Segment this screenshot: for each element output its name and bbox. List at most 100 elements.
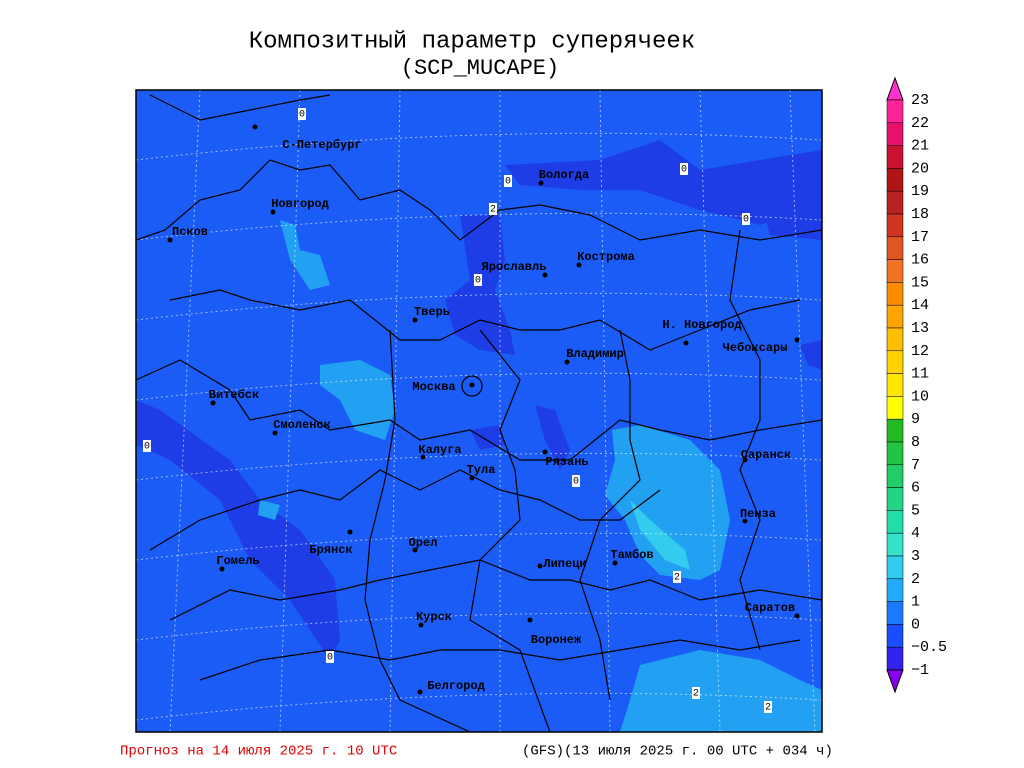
colorbar-label: −1 (911, 662, 929, 679)
city-dot (742, 457, 748, 463)
contour-label: 2 (765, 703, 771, 714)
contour-label-box (298, 108, 306, 120)
colorbar-segment (886, 145, 904, 169)
colorbar-label: 19 (911, 183, 929, 200)
colorbar-segment (886, 646, 904, 671)
colorbar-cap (886, 76, 904, 101)
high-region (320, 360, 395, 440)
city-dot (210, 400, 216, 406)
city-label: Саратов (745, 601, 795, 615)
contour-label: 2 (490, 205, 496, 216)
city-dot (272, 430, 278, 436)
contour-label: 0 (299, 110, 305, 121)
colorbar-label: 8 (911, 434, 920, 451)
colorbar-segment (886, 464, 904, 488)
colorbar-segment (886, 578, 904, 602)
colorbar-segment (886, 441, 904, 466)
colorbar-label: 12 (911, 343, 929, 360)
colorbar-segment (886, 236, 904, 260)
colorbar-label: 2 (911, 571, 920, 588)
colorbar-segment (886, 555, 904, 580)
contour-label: 0 (475, 276, 481, 287)
city-dot (576, 262, 582, 268)
city-dot (564, 359, 570, 365)
colorbar-segment (886, 487, 904, 511)
contour-label-box (692, 687, 700, 699)
colorbar-label: 7 (911, 457, 920, 474)
city-dot (167, 237, 173, 243)
city-dot (469, 382, 475, 388)
colorbar-segment (886, 510, 904, 534)
cities: С-Петербург Вологда Новгород Псков Ярославль… (167, 124, 800, 695)
colorbar-label: 17 (911, 229, 929, 246)
city-label: Смоленск (273, 418, 331, 432)
colorbar-segment (886, 99, 904, 124)
city-label: Ярославль (482, 260, 547, 274)
colorbar-label: 21 (911, 138, 929, 155)
city-label: Гомель (216, 554, 259, 568)
colorbar-segment (886, 396, 904, 420)
city-label: Тула (467, 463, 496, 477)
low-region (760, 190, 822, 240)
colorbar-label: 6 (911, 480, 920, 497)
contour-label-box (326, 651, 334, 663)
city-label: Пенза (740, 507, 776, 521)
city-label: Москва (412, 380, 455, 394)
contour-label-box (572, 475, 580, 487)
city-dot (542, 272, 548, 278)
contour-label-box (504, 175, 512, 187)
colorbar-label: 11 (911, 366, 929, 383)
colorbar-segment (886, 350, 904, 374)
city-label: Воронеж (531, 633, 582, 647)
city-dot (252, 124, 258, 130)
city-label: Чебоксары (723, 340, 788, 355)
model-run: (GFS)(13 июля 2025 г. 00 UTC + 034 ч) (522, 744, 833, 760)
colorbar-label: 3 (911, 548, 920, 565)
colorbar-cap (886, 669, 904, 694)
colorbar-label: 20 (911, 160, 929, 177)
contour-label: 0 (327, 653, 333, 664)
colorbar-label: 16 (911, 252, 929, 269)
contour-label: 0 (681, 165, 687, 176)
city-label: С-Петербург (282, 137, 361, 152)
colorbar-label: −0.5 (911, 639, 947, 656)
colorbar: 23222120191817161514131211109876543210−0… (886, 76, 947, 694)
city-label: Орел (409, 536, 438, 550)
colorbar-label: 23 (911, 92, 929, 109)
contour-label: 0 (144, 442, 150, 453)
city-label: Новгород (271, 197, 329, 211)
colorbar-segment (886, 601, 904, 625)
forecast-time: Прогноз на 14 июля 2025 г. 10 UTC (120, 744, 397, 760)
city-label: Брянск (309, 543, 352, 557)
city-dot (794, 337, 800, 343)
city-label: Кострома (577, 250, 635, 264)
city-label: Белгород (427, 679, 485, 693)
subtitle: (SCP_MUCAPE) (401, 56, 559, 81)
high-region (280, 220, 330, 290)
colorbar-segment (886, 418, 904, 443)
city-dot (420, 454, 426, 460)
colorbar-label: 4 (911, 525, 920, 542)
city-label: Н. Новгород (662, 318, 741, 332)
colorbar-label: 9 (911, 411, 920, 428)
contour-label: 0 (743, 215, 749, 226)
contour-label-box (474, 274, 482, 286)
contour-label: 2 (674, 573, 680, 584)
colorbar-segment (886, 327, 904, 352)
contour-label: 0 (505, 177, 511, 188)
city-dot (742, 518, 748, 524)
contour-label-box (764, 701, 772, 713)
colorbar-segment (886, 282, 904, 306)
city-dot (417, 689, 423, 695)
colorbar-label: 13 (911, 320, 929, 337)
colorbar-label: 0 (911, 616, 920, 633)
colorbar-label: 18 (911, 206, 929, 223)
city-dot (542, 449, 548, 455)
city-dot (537, 563, 543, 569)
city-dot (794, 613, 800, 619)
contour-label: 2 (693, 689, 699, 700)
colorbar-segment (886, 624, 904, 648)
colorbar-segment (886, 532, 904, 557)
colorbar-label: 15 (911, 274, 929, 291)
city-dot (612, 560, 618, 566)
